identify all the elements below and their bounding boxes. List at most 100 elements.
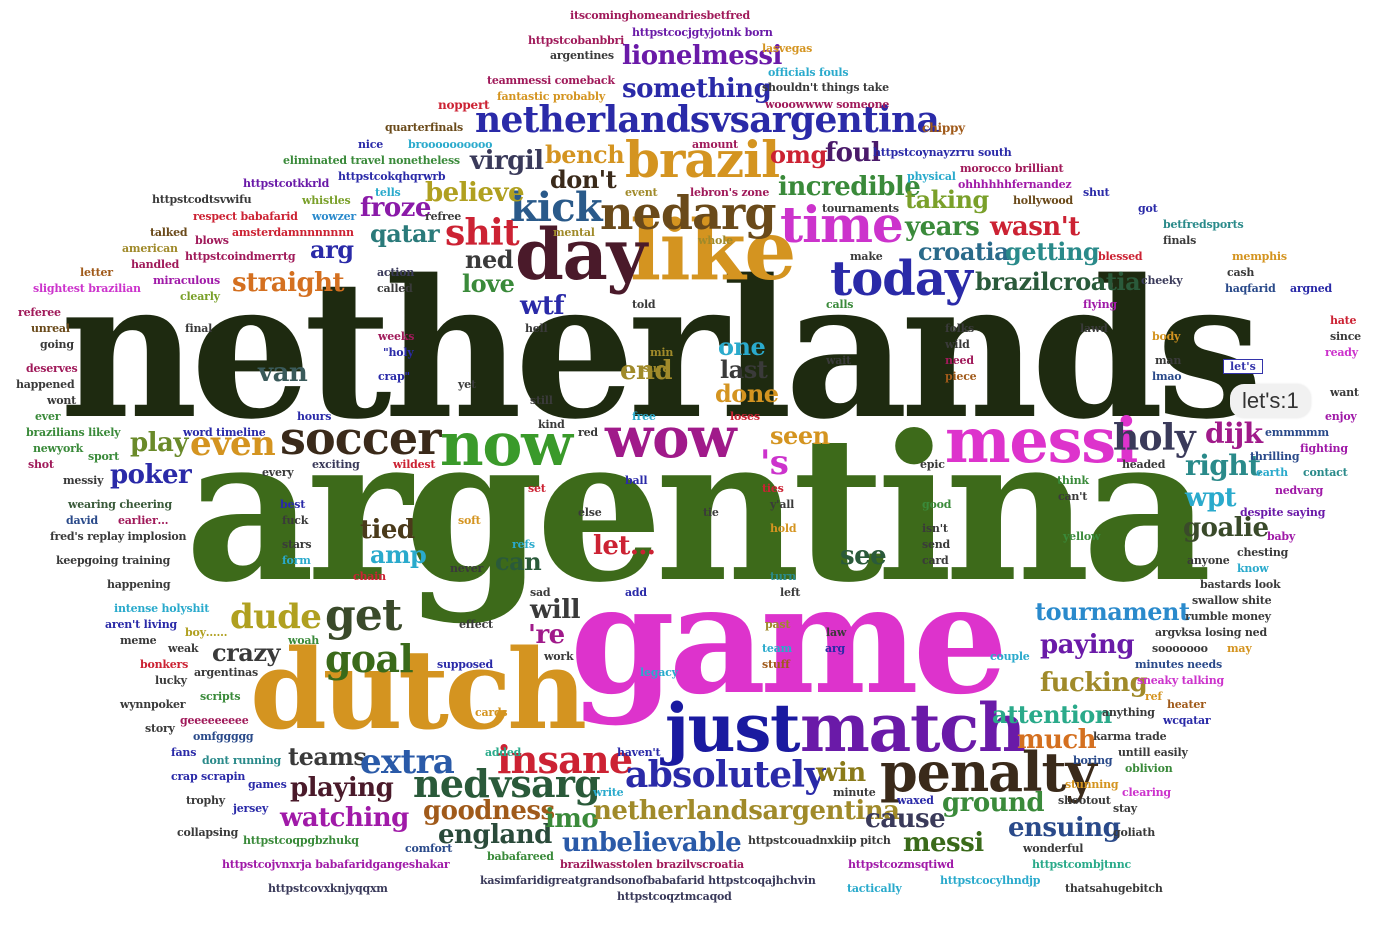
cloud-word[interactable]: referee [18,306,61,319]
cloud-word[interactable]: tie [703,506,719,519]
cloud-word[interactable]: untill easily [1118,746,1188,759]
cloud-word[interactable]: fighting [1300,442,1348,455]
cloud-word[interactable]: kind [538,418,565,431]
cloud-word[interactable]: anyone [1187,554,1230,567]
cloud-word[interactable]: crazy [212,638,280,667]
cloud-word[interactable]: watching [280,803,409,833]
cloud-word[interactable]: httpstcoqpgbzhukq [243,834,359,847]
cloud-word[interactable]: newyork [33,442,84,455]
cloud-word[interactable]: paying [1040,630,1135,660]
cloud-word[interactable]: tournament [1035,597,1190,626]
cloud-word[interactable]: ohhhhhhfernandez [958,178,1072,191]
cloud-word[interactable]: past [765,618,791,631]
cloud-word[interactable]: quarterfinals [385,121,464,134]
cloud-word[interactable]: goliath [1113,826,1156,839]
cloud-word[interactable]: karma trade [1093,730,1167,743]
cloud-word[interactable]: red [578,426,598,439]
cloud-word[interactable]: make [850,250,883,263]
cloud-word[interactable]: eliminated travel nonetheless [283,154,460,167]
cloud-word[interactable]: going [40,338,74,351]
cloud-word[interactable]: clearly [180,290,220,303]
cloud-word[interactable]: good [922,498,952,511]
cloud-word[interactable]: dutch [250,625,587,754]
cloud-word[interactable]: sneaky talking [1137,674,1224,687]
cloud-word[interactable]: action [377,266,415,279]
cloud-word[interactable]: story [145,722,175,735]
cloud-word[interactable]: fred's replay implosion [50,530,187,543]
cloud-word[interactable]: "holy [383,346,414,359]
cloud-word[interactable]: lucky [155,674,187,687]
cloud-word[interactable]: omg [770,140,827,169]
cloud-word[interactable]: brazilians likely [26,426,121,439]
cloud-word[interactable]: hold [770,522,797,535]
cloud-word[interactable]: yellow [1063,530,1101,543]
cloud-word[interactable]: stunning [1065,778,1119,791]
cloud-word[interactable]: froze [360,193,431,223]
cloud-word[interactable]: handled [131,258,180,271]
cloud-word[interactable]: tells [375,186,401,199]
cloud-word[interactable]: never [450,562,484,575]
cloud-word[interactable]: yet [458,378,476,391]
cloud-word[interactable]: just [665,689,801,767]
cloud-word[interactable]: games [248,778,287,791]
cloud-word[interactable]: england [438,820,552,850]
cloud-word[interactable]: lmao [1152,370,1182,383]
cloud-word[interactable]: httpstcoindmerrtg [185,250,296,263]
cloud-word[interactable]: intense holyshit [114,602,210,615]
cloud-word[interactable]: rumble money [1185,610,1271,623]
cloud-word[interactable]: finals [1163,234,1197,247]
cloud-word[interactable]: officials fouls [768,66,849,79]
cloud-word[interactable]: every [262,466,294,479]
cloud-word[interactable]: ready [1325,346,1358,359]
cloud-word[interactable]: boring [1073,754,1113,767]
cloud-word[interactable]: hollywood [1013,194,1073,207]
cloud-word[interactable]: miraculous [153,274,220,287]
cloud-word[interactable]: despite saying [1240,506,1326,519]
cloud-word[interactable]: hell [525,322,548,335]
cloud-word[interactable]: stuff [762,658,790,671]
cloud-word[interactable]: ned [465,245,514,274]
cloud-word[interactable]: much [1017,725,1097,755]
cloud-word[interactable]: wynnpoker [120,698,186,711]
cloud-word[interactable]: argentina [185,392,1212,627]
cloud-word[interactable]: one [718,332,766,361]
cloud-word[interactable]: set [528,482,546,495]
cloud-word[interactable]: dont running [202,754,281,767]
cloud-word[interactable]: insane [497,737,633,782]
cloud-word[interactable]: httpstcokqhqrwrb [338,170,446,183]
cloud-word[interactable]: ties [762,482,784,495]
cloud-word[interactable]: comfort [405,842,453,855]
cloud-word[interactable]: shouldn't things take [762,81,889,94]
cloud-word[interactable]: goal [325,636,414,681]
cloud-word[interactable]: may [1227,642,1252,655]
cloud-word[interactable]: american [122,242,178,255]
cloud-word[interactable]: weeks [378,330,415,343]
cloud-word[interactable]: sad [530,586,551,599]
cloud-word[interactable]: nedvarg [1275,484,1324,497]
cloud-word[interactable]: brazilwasstolen brazilvscroatia [560,858,744,871]
cloud-word[interactable]: word timeline [183,426,266,439]
cloud-word[interactable]: messiy [63,474,104,487]
cloud-word[interactable]: geeeeeeeee [180,714,249,727]
cloud-word[interactable]: supposed [437,658,494,671]
cloud-word[interactable]: soccer [280,411,442,465]
cloud-word[interactable]: need [945,354,974,367]
cloud-word[interactable]: calls [826,298,854,311]
cloud-word[interactable]: wildest [393,458,436,471]
cloud-word[interactable]: httpstcocylhndjp [940,874,1041,887]
cloud-word[interactable]: brazil [625,130,780,189]
cloud-word[interactable]: virgil [470,146,544,176]
cloud-word[interactable]: teammessi comeback [487,74,615,87]
cloud-word[interactable]: httpstcobanbbri [528,34,625,47]
cloud-word[interactable]: left [780,586,801,599]
cloud-word[interactable]: something [622,74,772,104]
cloud-word[interactable]: ref [1145,690,1162,703]
cloud-word[interactable]: 's [760,443,789,483]
cloud-word[interactable]: lebron's zone [690,186,770,199]
cloud-word[interactable]: unreal [31,322,70,335]
cloud-word[interactable]: best [280,498,306,511]
cloud-word[interactable]: omfggggg [193,730,254,743]
cloud-word[interactable]: tactically [847,882,902,895]
cloud-word[interactable]: respect babafarid [193,210,298,223]
cloud-word[interactable]: turn [770,570,796,583]
